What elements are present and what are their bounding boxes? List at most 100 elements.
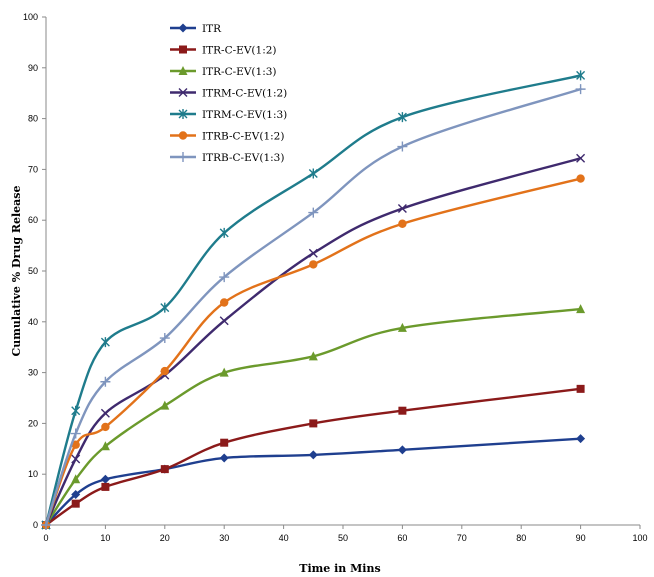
y-tick-label: 90 — [28, 63, 38, 73]
data-point — [160, 465, 169, 474]
data-point — [309, 419, 318, 428]
x-axis-label: Time in Mins — [299, 562, 380, 575]
y-tick-label: 60 — [28, 215, 38, 225]
data-point — [576, 70, 586, 81]
data-point — [576, 304, 586, 314]
data-point — [308, 207, 319, 218]
x-tick-label: 90 — [576, 533, 586, 543]
data-point — [70, 428, 81, 439]
data-point — [160, 400, 170, 410]
legend-marker — [178, 66, 188, 75]
series-line — [44, 177, 582, 527]
data-point — [100, 441, 110, 451]
series-line — [44, 307, 582, 527]
series-7 — [41, 84, 586, 530]
legend-label: ITR-C-EV(1:3) — [202, 66, 277, 78]
data-point — [71, 454, 81, 464]
data-point — [397, 204, 407, 214]
data-point — [159, 333, 170, 344]
data-point — [576, 384, 585, 393]
x-tick-label: 50 — [338, 533, 348, 543]
x-tick-label: 100 — [632, 533, 647, 543]
x-tick-label: 20 — [160, 533, 170, 543]
legend-marker — [178, 88, 188, 97]
data-point — [397, 112, 407, 123]
legend-label: ITRB-C-EV(1:2) — [202, 131, 284, 143]
y-tick-label: 20 — [28, 418, 38, 428]
y-tick-label: 10 — [28, 469, 38, 479]
legend-item: ITRB-C-EV(1:3) — [170, 152, 284, 164]
y-ticks: 0 10 20 30 40 50 60 70 80 90 100 — [23, 12, 46, 530]
data-point — [71, 474, 81, 484]
x-tick-label: 10 — [100, 533, 110, 543]
data-point — [101, 422, 110, 432]
data-point — [308, 168, 318, 179]
legend-marker — [178, 152, 188, 162]
data-point — [308, 450, 318, 460]
y-axis-label: Cumulative % Drug Release — [10, 186, 23, 357]
data-point — [100, 376, 111, 387]
data-point — [71, 440, 80, 449]
legend: ITR ITR-C-EV(1:2) ITR-C-EV(1:3) ITRM-C-EV(1… — [170, 23, 287, 164]
legend-item: ITRM-C-EV(1:2) — [170, 88, 287, 100]
x-tick-label: 30 — [219, 533, 229, 543]
data-point — [576, 153, 586, 163]
data-point — [160, 366, 169, 376]
legend-marker — [178, 131, 188, 140]
data-point — [397, 322, 407, 332]
legend-marker — [178, 23, 188, 33]
data-point — [309, 260, 318, 269]
legend-item: ITR — [170, 23, 222, 35]
data-point — [308, 351, 318, 361]
data-point — [398, 406, 407, 415]
data-point — [219, 367, 229, 377]
data-point — [219, 453, 229, 463]
data-point — [397, 445, 407, 455]
data-point — [219, 227, 229, 238]
x-tick-label: 70 — [457, 533, 467, 543]
legend-label: ITRM-C-EV(1:2) — [202, 88, 287, 100]
data-point — [219, 316, 229, 326]
data-point — [220, 298, 229, 307]
y-tick-label: 40 — [28, 317, 38, 327]
data-point — [101, 482, 110, 491]
data-point — [398, 219, 407, 228]
legend-marker — [179, 45, 187, 54]
series-6 — [41, 174, 585, 530]
data-point — [160, 302, 170, 313]
series-5 — [41, 70, 586, 530]
x-tick-label: 40 — [279, 533, 289, 543]
y-tick-label: 0 — [33, 520, 38, 530]
legend-item: ITR-C-EV(1:2) — [170, 45, 277, 57]
legend-item: ITRB-C-EV(1:2) — [170, 131, 284, 143]
y-tick-label: 50 — [28, 266, 38, 276]
series-3 — [41, 304, 586, 529]
y-tick-label: 100 — [23, 12, 38, 22]
x-ticks: 0 10 20 30 40 50 60 70 80 90 100 — [43, 525, 648, 543]
legend-label: ITRM-C-EV(1:3) — [202, 109, 287, 121]
data-point — [71, 490, 81, 500]
legend-item: ITRM-C-EV(1:3) — [170, 109, 287, 121]
data-point — [100, 337, 110, 348]
data-point — [71, 499, 80, 508]
data-point — [71, 405, 81, 416]
data-point — [576, 174, 585, 183]
data-point — [219, 272, 230, 283]
x-tick-label: 0 — [43, 533, 48, 543]
x-tick-label: 80 — [516, 533, 526, 543]
series-line — [44, 74, 582, 527]
data-point — [100, 474, 110, 484]
legend-label: ITRB-C-EV(1:3) — [202, 152, 284, 164]
data-point — [308, 248, 318, 258]
data-point — [576, 434, 586, 444]
x-tick-label: 60 — [397, 533, 407, 543]
legend-marker — [178, 109, 188, 119]
data-point — [220, 438, 229, 447]
legend-label: ITR — [202, 23, 222, 35]
data-point — [100, 408, 110, 418]
data-point — [41, 520, 51, 530]
y-tick-label: 70 — [28, 164, 38, 174]
series-layer — [41, 70, 586, 530]
series-line — [44, 87, 582, 527]
